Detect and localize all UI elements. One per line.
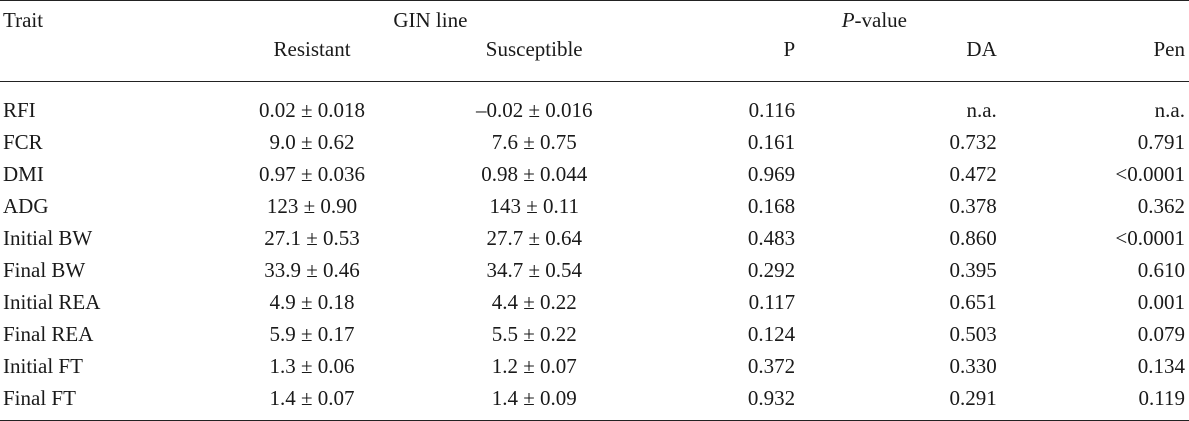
header-p-value-suffix: -value <box>854 7 907 32</box>
cell-pen: 0.079 <box>1137 321 1185 346</box>
cell-susceptible: 5.5 ± 0.22 <box>491 321 577 346</box>
cell-trait: DMI <box>3 161 44 186</box>
cell-pen: 0.610 <box>1137 257 1185 282</box>
table-header: Trait GIN line P-value Resistant Suscept… <box>0 0 1189 82</box>
table-row: ADG 123 ± 0.90 143 ± 0.11 0.168 0.378 0.362 <box>0 190 1189 222</box>
header-p-value-italic: P <box>841 7 855 32</box>
cell-da: 0.860 <box>949 225 997 250</box>
cell-pen: 0.119 <box>1138 385 1185 410</box>
cell-p: 0.483 <box>747 225 796 250</box>
cell-pen: 0.791 <box>1137 129 1185 154</box>
cell-susceptible: 4.4 ± 0.22 <box>491 289 577 314</box>
cell-trait: Final BW <box>3 257 86 282</box>
cell-p: 0.932 <box>747 385 796 410</box>
header-row-top: Trait GIN line P-value <box>0 0 1189 38</box>
cell-da: 0.395 <box>949 257 997 282</box>
cell-susceptible: –0.02 ± 0.016 <box>475 97 593 122</box>
header-p-value: P-value <box>652 1 1189 38</box>
cell-p: 0.969 <box>747 161 796 186</box>
table-row: DMI 0.97 ± 0.036 0.98 ± 0.044 0.969 0.472 <0.… <box>0 158 1189 190</box>
cell-trait: ADG <box>3 193 49 218</box>
cell-da: n.a. <box>966 97 997 122</box>
cell-resistant: 4.9 ± 0.18 <box>269 289 355 314</box>
cell-resistant: 5.9 ± 0.17 <box>269 321 355 346</box>
cell-susceptible: 143 ± 0.11 <box>489 193 579 218</box>
table-row: Initial FT 1.3 ± 0.06 1.2 ± 0.07 0.372 0.330… <box>0 350 1189 382</box>
cell-susceptible: 34.7 ± 0.54 <box>486 257 582 282</box>
cell-trait: FCR <box>3 129 43 154</box>
cell-pen: 0.001 <box>1137 289 1185 314</box>
cell-da: 0.291 <box>949 385 997 410</box>
cell-resistant: 1.3 ± 0.06 <box>269 353 355 378</box>
cell-da: 0.378 <box>949 193 997 218</box>
cell-susceptible: 7.6 ± 0.75 <box>491 129 577 154</box>
header-resistant: Resistant <box>273 37 351 61</box>
header-da: DA <box>966 37 997 61</box>
cell-p: 0.168 <box>747 193 796 218</box>
table-body: RFI 0.02 ± 0.018 –0.02 ± 0.016 0.116 n.a. n.a… <box>0 82 1189 421</box>
cell-da: 0.503 <box>949 321 997 346</box>
cell-p: 0.372 <box>747 353 796 378</box>
table-row: RFI 0.02 ± 0.018 –0.02 ± 0.016 0.116 n.a. n.a… <box>0 82 1189 127</box>
table-row: Final BW 33.9 ± 0.46 34.7 ± 0.54 0.292 0.395… <box>0 254 1189 286</box>
cell-trait: Initial REA <box>3 289 101 314</box>
cell-p: 0.124 <box>747 321 796 346</box>
cell-susceptible: 27.7 ± 0.64 <box>486 225 582 250</box>
cell-resistant: 0.02 ± 0.018 <box>259 97 366 122</box>
cell-trait: Final REA <box>3 321 94 346</box>
cell-p: 0.161 <box>747 129 796 154</box>
cell-p: 0.292 <box>747 257 796 282</box>
table-row: Final FT 1.4 ± 0.07 1.4 ± 0.09 0.932 0.291 0.… <box>0 382 1189 421</box>
cell-pen: <0.0001 <box>1115 161 1185 186</box>
cell-da: 0.472 <box>949 161 997 186</box>
cell-da: 0.732 <box>949 129 997 154</box>
cell-p: 0.117 <box>748 289 796 314</box>
cell-resistant: 9.0 ± 0.62 <box>269 129 355 154</box>
cell-trait: RFI <box>3 97 36 122</box>
table-row: FCR 9.0 ± 0.62 7.6 ± 0.75 0.161 0.732 0.791 <box>0 126 1189 158</box>
cell-resistant: 27.1 ± 0.53 <box>264 225 360 250</box>
cell-trait: Initial FT <box>3 353 83 378</box>
header-trait: Trait <box>3 7 44 32</box>
cell-susceptible: 1.4 ± 0.09 <box>491 385 577 410</box>
cell-susceptible: 1.2 ± 0.07 <box>491 353 577 378</box>
header-gin-line: GIN line <box>393 7 468 32</box>
cell-p: 0.116 <box>748 97 796 122</box>
cell-pen: 0.134 <box>1137 353 1185 378</box>
header-pen: Pen <box>1153 37 1186 61</box>
cell-trait: Final FT <box>3 385 76 410</box>
cell-resistant: 123 ± 0.90 <box>266 193 358 218</box>
cell-pen: n.a. <box>1154 97 1185 122</box>
cell-da: 0.651 <box>949 289 997 314</box>
cell-resistant: 1.4 ± 0.07 <box>269 385 355 410</box>
cell-resistant: 33.9 ± 0.46 <box>264 257 360 282</box>
cell-pen: 0.362 <box>1137 193 1185 218</box>
header-p: P <box>783 37 796 61</box>
cell-resistant: 0.97 ± 0.036 <box>259 161 366 186</box>
table-row: Final REA 5.9 ± 0.17 5.5 ± 0.22 0.124 0.503 0… <box>0 318 1189 350</box>
cell-trait: Initial BW <box>3 225 93 250</box>
table-row: Initial BW 27.1 ± 0.53 27.7 ± 0.64 0.483 0.8… <box>0 222 1189 254</box>
cell-da: 0.330 <box>949 353 997 378</box>
header-susceptible: Susceptible <box>485 37 583 61</box>
header-blank <box>0 37 207 82</box>
cell-pen: <0.0001 <box>1115 225 1185 250</box>
table-row: Initial REA 4.9 ± 0.18 4.4 ± 0.22 0.117 0.65… <box>0 286 1189 318</box>
cell-susceptible: 0.98 ± 0.044 <box>481 161 588 186</box>
header-row-columns: Resistant Susceptible P DA Pen <box>0 37 1189 82</box>
